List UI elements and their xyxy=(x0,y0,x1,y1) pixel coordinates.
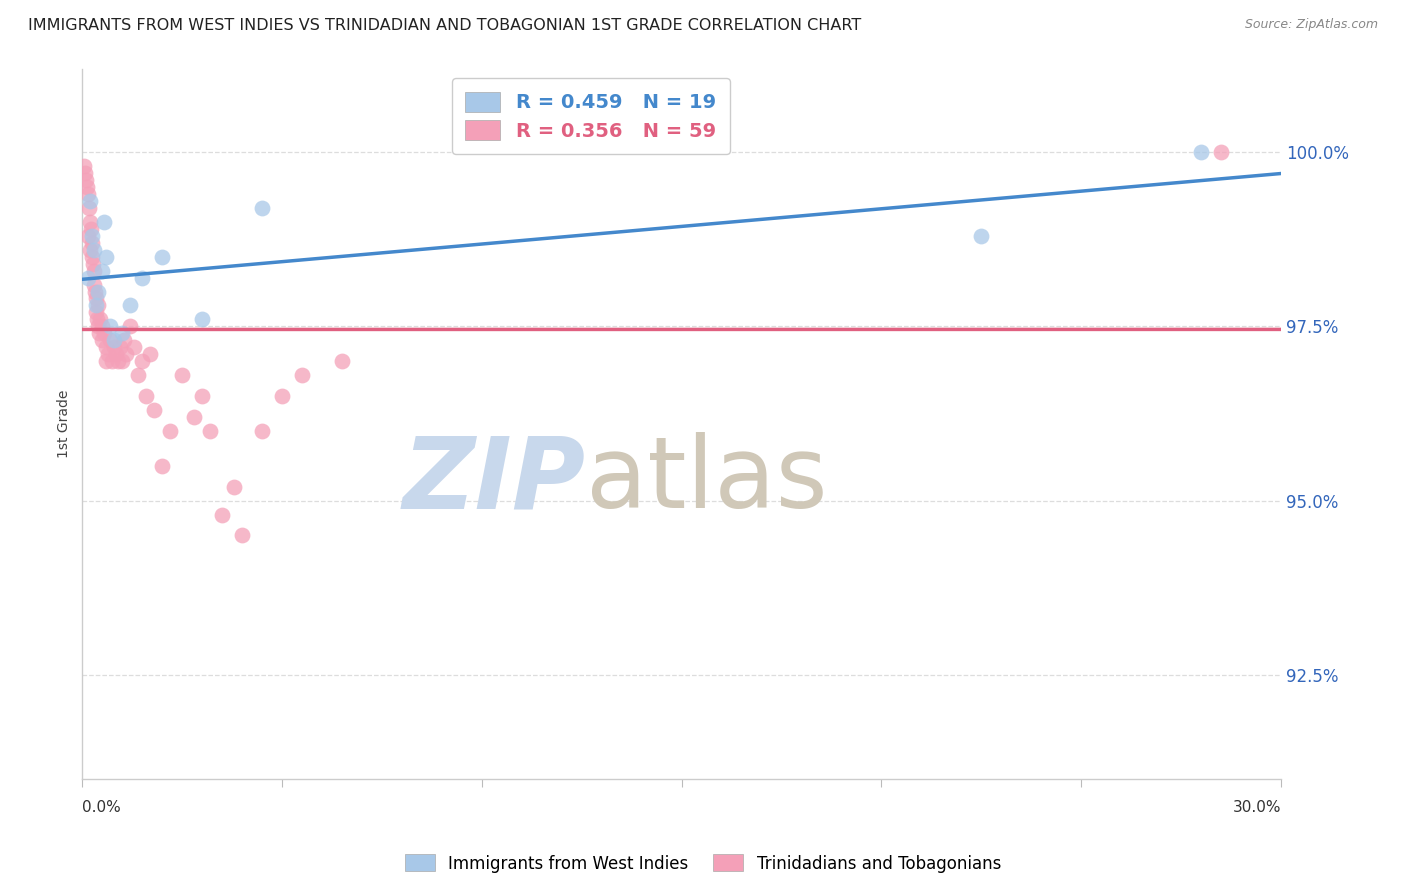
Point xyxy=(291,368,314,383)
Point xyxy=(93,215,115,229)
Point xyxy=(77,186,100,201)
Point xyxy=(191,389,214,403)
Point xyxy=(330,354,353,368)
Point xyxy=(96,340,118,354)
Point xyxy=(112,334,135,348)
Point xyxy=(191,312,214,326)
Point xyxy=(84,305,107,319)
Text: Source: ZipAtlas.com: Source: ZipAtlas.com xyxy=(1244,18,1378,31)
Point xyxy=(271,389,294,403)
Point xyxy=(77,228,100,243)
Point xyxy=(73,159,96,173)
Point xyxy=(150,458,173,473)
Point xyxy=(231,528,253,542)
Point xyxy=(122,340,145,354)
Point xyxy=(111,354,134,368)
Point xyxy=(107,354,129,368)
Point xyxy=(87,298,110,312)
Point xyxy=(211,508,233,522)
Point xyxy=(101,354,124,368)
Point xyxy=(87,326,110,341)
Y-axis label: 1st Grade: 1st Grade xyxy=(58,390,72,458)
Text: ZIP: ZIP xyxy=(402,433,586,529)
Point xyxy=(75,166,97,180)
Point xyxy=(110,340,132,354)
Point xyxy=(96,250,118,264)
Text: 0.0%: 0.0% xyxy=(83,800,121,815)
Point xyxy=(84,285,107,299)
Point xyxy=(120,319,142,334)
Point xyxy=(93,326,115,341)
Point xyxy=(82,235,104,250)
Point xyxy=(83,277,105,292)
Point xyxy=(82,250,104,264)
Text: IMMIGRANTS FROM WEST INDIES VS TRINIDADIAN AND TOBAGONIAN 1ST GRADE CORRELATION : IMMIGRANTS FROM WEST INDIES VS TRINIDADI… xyxy=(28,18,862,33)
Legend: R = 0.459   N = 19, R = 0.356   N = 59: R = 0.459 N = 19, R = 0.356 N = 59 xyxy=(451,78,730,154)
Point xyxy=(250,201,273,215)
Point xyxy=(139,347,162,361)
Point xyxy=(76,180,98,194)
Point xyxy=(82,257,104,271)
Point xyxy=(183,409,205,424)
Point xyxy=(80,222,103,236)
Point xyxy=(224,480,246,494)
Text: atlas: atlas xyxy=(586,433,827,529)
Point xyxy=(103,340,125,354)
Point xyxy=(250,424,273,438)
Point xyxy=(87,319,110,334)
Point xyxy=(77,270,100,285)
Point xyxy=(98,319,121,334)
Point xyxy=(1189,145,1212,160)
Point xyxy=(75,173,97,187)
Point xyxy=(86,312,108,326)
Point xyxy=(1209,145,1232,160)
Point xyxy=(131,270,153,285)
Point xyxy=(79,201,101,215)
Point xyxy=(103,334,125,348)
Point xyxy=(172,368,194,383)
Point xyxy=(127,368,149,383)
Point xyxy=(84,298,107,312)
Text: 30.0%: 30.0% xyxy=(1233,800,1281,815)
Point xyxy=(91,334,114,348)
Point xyxy=(91,263,114,277)
Point xyxy=(79,243,101,257)
Point xyxy=(96,354,118,368)
Point xyxy=(135,389,157,403)
Point xyxy=(97,347,120,361)
Point xyxy=(79,194,101,208)
Point xyxy=(89,312,111,326)
Point xyxy=(87,285,110,299)
Point xyxy=(150,250,173,264)
Point xyxy=(83,263,105,277)
Point xyxy=(105,347,128,361)
Point xyxy=(82,228,104,243)
Point xyxy=(120,298,142,312)
Point xyxy=(98,334,121,348)
Point xyxy=(83,243,105,257)
Point xyxy=(111,326,134,341)
Point xyxy=(159,424,181,438)
Point xyxy=(115,347,138,361)
Point xyxy=(131,354,153,368)
Point xyxy=(198,424,221,438)
Point xyxy=(970,228,993,243)
Point xyxy=(79,215,101,229)
Point xyxy=(84,292,107,306)
Point xyxy=(91,319,114,334)
Point xyxy=(143,403,166,417)
Legend: Immigrants from West Indies, Trinidadians and Tobagonians: Immigrants from West Indies, Trinidadian… xyxy=(398,847,1008,880)
